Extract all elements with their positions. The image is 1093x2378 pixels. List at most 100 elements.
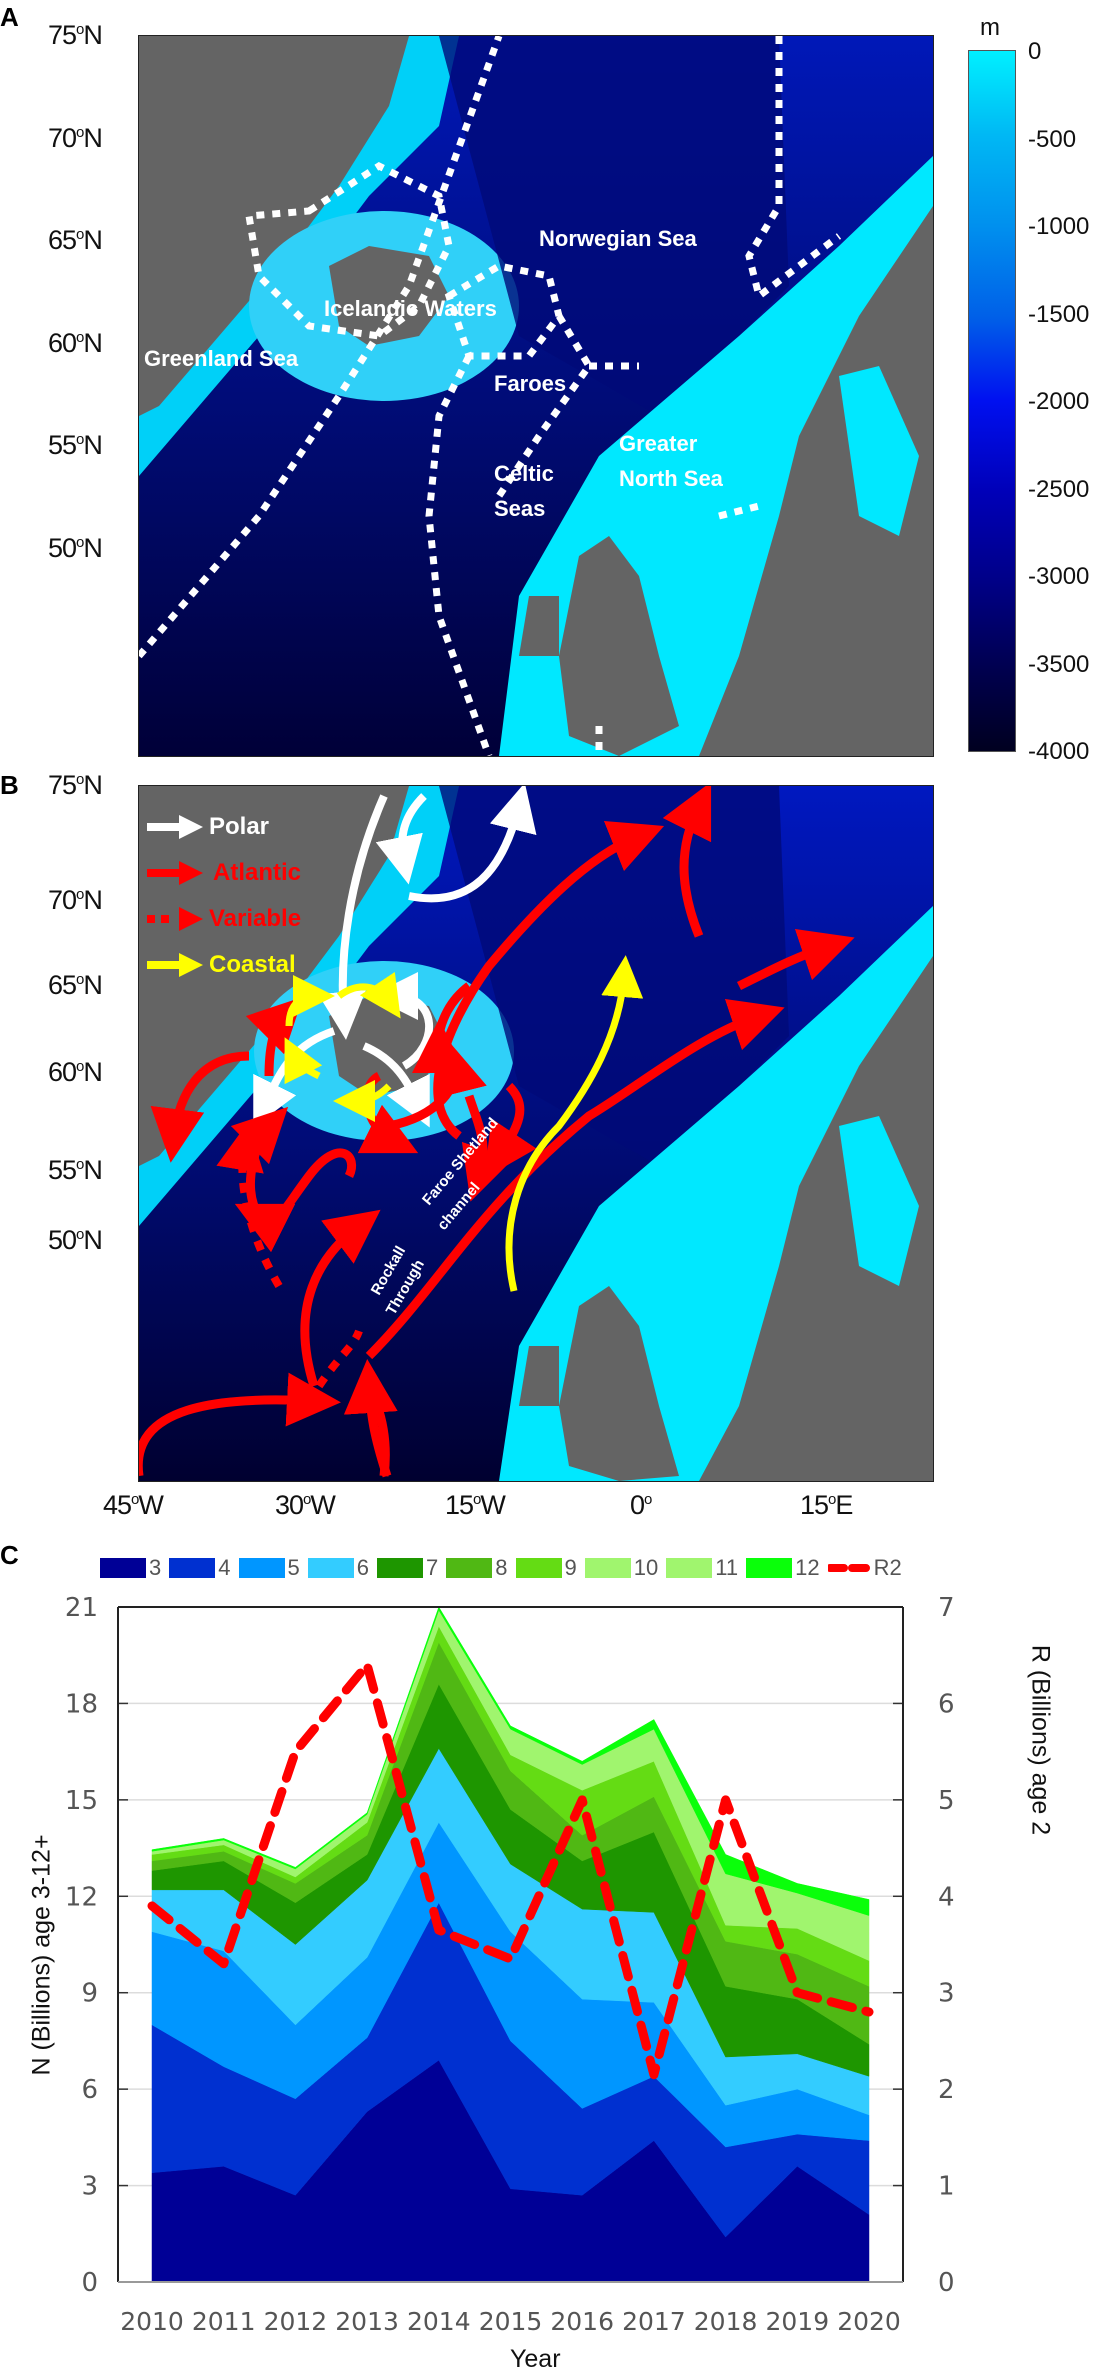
- currents-legend: Polar Atlantic Variable Coastal: [147, 804, 301, 988]
- legend-item-r2: R2: [827, 1555, 906, 1581]
- left-y-tick-label: 3: [81, 2172, 98, 2202]
- x-tick-label: 2020: [837, 2307, 901, 2336]
- legend-item-age-11: 11: [666, 1555, 742, 1581]
- legend-swatch: [666, 1558, 713, 1578]
- legend-item-age-12: 12: [746, 1555, 823, 1581]
- scandinavia-land: [699, 206, 933, 756]
- legend-item-age-6: 6: [307, 1555, 373, 1581]
- x-tick-label: 2011: [192, 2307, 256, 2336]
- longitude-tick-label: 0o: [630, 1490, 652, 1520]
- colorbar-tick-label: -3500: [1028, 650, 1090, 678]
- red-dotted-arrow-icon: [147, 907, 203, 931]
- x-tick-label: 2017: [622, 2307, 686, 2336]
- area-age-9: [151, 1625, 870, 1987]
- legend-item-age-7: 7: [377, 1555, 442, 1581]
- left-y-tick-label: 12: [65, 1882, 98, 1912]
- right-y-tick-label: 3: [938, 1979, 955, 2009]
- x-tick-label: 2012: [264, 2307, 328, 2336]
- region-label-greenland-sea: Greenland Sea: [144, 346, 299, 371]
- panel-c-letter: C: [0, 1540, 19, 1570]
- latitude-tick-label: 55oN: [48, 1155, 103, 1185]
- x-tick-label: 2015: [479, 2307, 543, 2336]
- atlantic-current-arrows: [139, 786, 855, 1478]
- colorbar-tick-label: -1500: [1028, 300, 1090, 328]
- legend-swatch: [446, 1558, 493, 1578]
- x-axis-title: Year: [510, 2345, 561, 2373]
- latitude-tick-label: 65oN: [48, 970, 103, 1000]
- right-y-tick-label: 7: [938, 1593, 955, 1623]
- r2-line: [147, 1660, 874, 2080]
- panel-a-bathymetry-map: Norwegian Sea Icelandic Waters Greenland…: [138, 35, 934, 757]
- panel-b-currents-map: Faroe Shetland channel Rockall Through P…: [138, 785, 934, 1482]
- colorbar-tick-label: -3000: [1028, 563, 1090, 590]
- colorbar-tick-label: -1000: [1028, 213, 1090, 240]
- legend-swatch: [238, 1558, 285, 1578]
- legend-swatch: [584, 1558, 631, 1578]
- white-arrow-icon: [147, 815, 203, 839]
- variable-current-arrows: [216, 1122, 363, 1389]
- region-label-norwegian-sea: Norwegian Sea: [539, 226, 697, 251]
- right-y-tick-label: 6: [938, 1689, 955, 1719]
- area-age-3: [151, 2059, 870, 2283]
- age-legend: 3 4 5 6 7 8 9 10 11 12 R2: [100, 1555, 910, 1581]
- longitude-tick-label: 45oW: [103, 1490, 164, 1520]
- latitude-tick-label: 75oN: [48, 20, 103, 50]
- legend-swatch: [169, 1558, 216, 1578]
- legend-item-age-5: 5: [238, 1555, 304, 1581]
- area-age-12: [151, 1606, 870, 1916]
- area-age-10: [151, 1617, 870, 1961]
- latitude-tick-label: 65oN: [48, 225, 103, 255]
- colorbar-tick-label: -2000: [1028, 388, 1090, 415]
- right-axis-title: R (Billions) age 2: [1026, 1644, 1055, 1836]
- x-tick-label: 2019: [765, 2307, 829, 2336]
- latitude-tick-label: 70oN: [48, 122, 103, 153]
- legend-item-age-4: 4: [169, 1555, 234, 1581]
- region-label-north-sea: North Sea: [619, 466, 724, 491]
- area-age-7: [151, 1683, 870, 2077]
- legend-swatch: [746, 1558, 793, 1578]
- panel-a-letter: A: [0, 2, 19, 32]
- colorbar-tick-label: -500: [1028, 125, 1077, 153]
- latitude-tick-label: 55oN: [48, 430, 103, 460]
- x-tick-label: 2016: [550, 2307, 614, 2336]
- legend-swatch: [307, 1558, 354, 1578]
- area-age-6: [151, 1747, 870, 2116]
- ireland-land: [519, 596, 559, 656]
- left-y-tick-label: 15: [65, 1786, 98, 1816]
- left-y-tick-label: 6: [81, 2075, 98, 2105]
- iceland-land: [329, 246, 449, 346]
- x-tick-label: 2018: [694, 2307, 758, 2336]
- x-tick-label: 2013: [335, 2307, 399, 2336]
- legend-swatch: [515, 1558, 562, 1578]
- colorbar-unit: m: [980, 14, 1000, 41]
- colorbar-tick-label: -4000: [1028, 738, 1090, 765]
- latitude-tick-label: 70oN: [48, 885, 103, 915]
- uk-land: [559, 536, 679, 756]
- latitude-tick-label: 60oN: [48, 1057, 103, 1087]
- region-label-seas: Seas: [494, 496, 545, 521]
- legend-item-variable: Variable: [147, 896, 301, 942]
- x-tick-label: 2010: [120, 2307, 184, 2336]
- area-age-5: [151, 1821, 870, 2148]
- legend-item-age-3: 3: [100, 1555, 165, 1581]
- colorbar-tick-label: -2500: [1028, 475, 1090, 503]
- panel-a-map-graphic: Norwegian Sea Icelandic Waters Greenland…: [139, 36, 933, 756]
- legend-item-polar: Polar: [147, 804, 301, 850]
- left-y-tick-label: 9: [81, 1979, 98, 2009]
- right-y-tick-label: 4: [938, 1882, 955, 1912]
- legend-item-age-10: 10: [584, 1555, 662, 1581]
- region-label-icelandic-waters: Icelandic Waters: [324, 296, 497, 321]
- longitude-tick-label: 15oE: [800, 1490, 853, 1520]
- area-age-11: [151, 1609, 870, 1932]
- dashed-line-icon: [827, 1564, 874, 1572]
- latitude-tick-label: 60oN: [48, 327, 103, 358]
- latitude-tick-label: 50oN: [48, 1225, 103, 1255]
- longitude-tick-label: 30oW: [275, 1490, 336, 1520]
- latitude-tick-label: 75oN: [48, 770, 103, 800]
- latitude-tick-label: 50oN: [48, 532, 103, 563]
- right-y-tick-label: 0: [938, 2268, 955, 2298]
- right-y-tick-label: 5: [938, 1786, 955, 1816]
- left-y-tick-label: 0: [81, 2268, 98, 2298]
- legend-item-age-9: 9: [515, 1555, 581, 1581]
- depth-colorbar: [968, 50, 1016, 752]
